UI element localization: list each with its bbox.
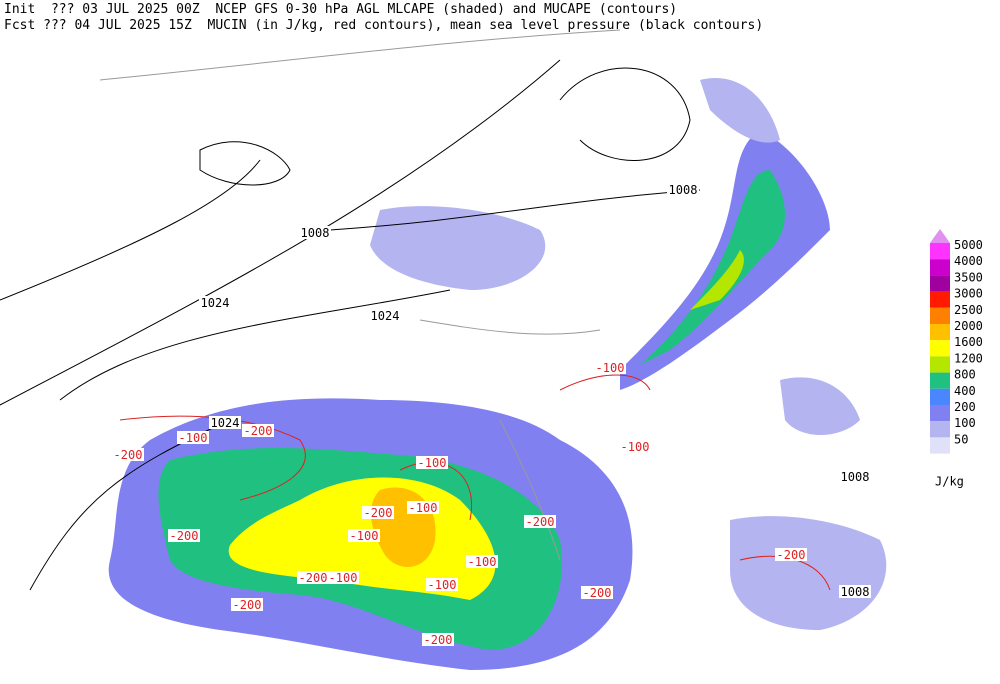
contour-label: -200 [424, 633, 453, 647]
legend-label: 50 [954, 432, 968, 446]
legend-label: 200 [954, 400, 976, 414]
legend-label: 3500 [954, 270, 983, 284]
legend-swatch [930, 372, 950, 389]
contour-label: -200 [244, 424, 273, 438]
legend-label: 5000 [954, 238, 983, 252]
label-bg [466, 555, 498, 568]
contour-label: 1008 [669, 183, 698, 197]
legend-swatch [930, 291, 950, 308]
legend-swatch [930, 259, 950, 276]
contour-label: -200 [583, 586, 612, 600]
contour-label: -200 [777, 548, 806, 562]
contour-label: -200 [299, 571, 328, 585]
contour-label: -100 [418, 456, 447, 470]
label-bg [667, 183, 699, 196]
label-bg [407, 501, 439, 514]
label-bg [327, 571, 359, 584]
label-bg [209, 416, 241, 429]
contour-label: 1024 [201, 296, 230, 310]
legend-swatch [930, 324, 950, 341]
label-bg [177, 431, 209, 444]
label-bg [299, 226, 331, 239]
contour-label: 1024 [211, 416, 240, 430]
contour-label: -100 [409, 501, 438, 515]
legend-label: 3000 [954, 287, 983, 301]
legend-swatch [930, 307, 950, 324]
label-bg [619, 440, 651, 453]
label-bg [199, 296, 231, 309]
legend-arrow [930, 229, 950, 243]
cape-shading [108, 78, 887, 670]
contour-label: -100 [428, 578, 457, 592]
label-bg [839, 585, 871, 598]
contour-label: 1008 [841, 585, 870, 599]
legend-swatch [930, 405, 950, 422]
contour-label: 1008 [301, 226, 330, 240]
label-bg [348, 529, 380, 542]
legend-swatch [930, 388, 950, 405]
legend-label: 800 [954, 368, 976, 382]
label-bg [297, 571, 329, 584]
contour-label: -100 [596, 361, 625, 375]
legend-label: 100 [954, 416, 976, 430]
contour-label: -200 [114, 448, 143, 462]
label-bg [775, 548, 807, 561]
contour-label: -100 [179, 431, 208, 445]
contour-label: -200 [170, 529, 199, 543]
label-bg [581, 586, 613, 599]
label-bg [426, 578, 458, 591]
contour-label: -100 [329, 571, 358, 585]
contour-label: -100 [621, 440, 650, 454]
legend-label: 2000 [954, 319, 983, 333]
legend-swatch [930, 421, 950, 438]
label-bg [168, 529, 200, 542]
legend-unit: J/kg [935, 475, 964, 489]
legend-swatch [930, 340, 950, 357]
label-bg [524, 515, 556, 528]
label-bg [594, 361, 626, 374]
label-bg [422, 633, 454, 646]
contour-label: -100 [468, 555, 497, 569]
legend-label: 1200 [954, 351, 983, 365]
label-bg [416, 456, 448, 469]
header-line: Fcst ??? 04 JUL 2025 15Z MUCIN (in J/kg,… [4, 18, 763, 33]
label-bg [231, 598, 263, 611]
contours [0, 29, 831, 591]
header-line: Init ??? 03 JUL 2025 00Z NCEP GFS 0-30 h… [4, 2, 677, 17]
legend-label: 4000 [954, 254, 983, 268]
legend-label: 400 [954, 384, 976, 398]
contour-label: 1024 [371, 309, 400, 323]
legend-swatch [930, 356, 950, 373]
legend-label: 2500 [954, 303, 983, 317]
label-bg [369, 309, 401, 322]
legend-swatch [930, 243, 950, 260]
contour-label: -200 [233, 598, 262, 612]
label-bg [362, 506, 394, 519]
contour-label: -100 [350, 529, 379, 543]
contour-label: 1008 [841, 470, 870, 484]
legend-label: 1600 [954, 335, 983, 349]
contour-label: -200 [364, 506, 393, 520]
label-bg [839, 470, 871, 483]
label-bg [242, 424, 274, 437]
legend-swatch [930, 437, 950, 454]
legend-swatch [930, 275, 950, 292]
contour-label: -200 [526, 515, 555, 529]
label-bg [112, 448, 144, 461]
